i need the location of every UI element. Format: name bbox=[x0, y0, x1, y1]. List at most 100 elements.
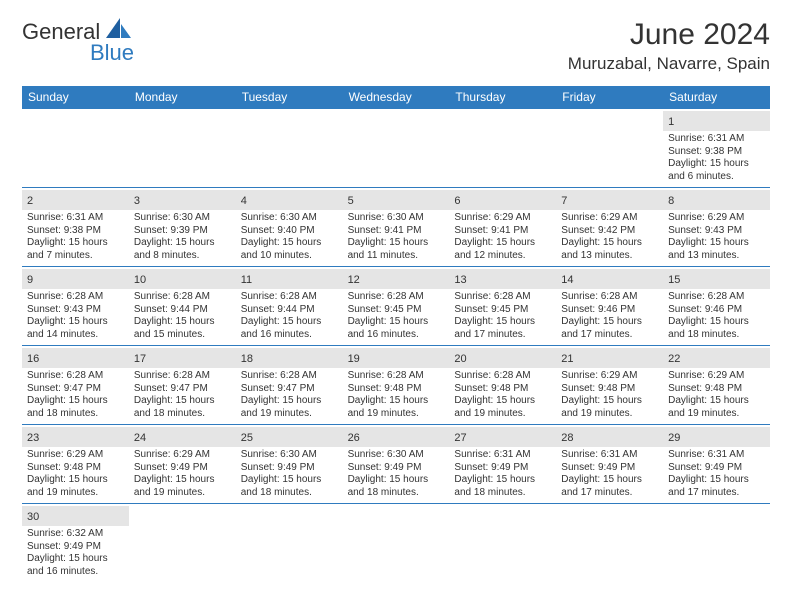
location-subtitle: Muruzabal, Navarre, Spain bbox=[568, 54, 770, 74]
weekday-header: Wednesday bbox=[343, 86, 450, 109]
day-cell: 13Sunrise: 6:28 AMSunset: 9:45 PMDayligh… bbox=[449, 267, 556, 345]
daylight-line: Daylight: 15 hours and 19 minutes. bbox=[241, 395, 339, 420]
day-cell: 3Sunrise: 6:30 AMSunset: 9:39 PMDaylight… bbox=[129, 188, 236, 266]
daylight-line: Daylight: 15 hours and 16 minutes. bbox=[348, 316, 446, 341]
empty-day-cell bbox=[449, 504, 556, 582]
day-cell: 7Sunrise: 6:29 AMSunset: 9:42 PMDaylight… bbox=[556, 188, 663, 266]
weekday-header: Friday bbox=[556, 86, 663, 109]
day-cell: 18Sunrise: 6:28 AMSunset: 9:47 PMDayligh… bbox=[236, 346, 343, 424]
sunset-line: Sunset: 9:40 PM bbox=[241, 225, 339, 238]
day-cell: 25Sunrise: 6:30 AMSunset: 9:49 PMDayligh… bbox=[236, 425, 343, 503]
day-number-bar: 2 bbox=[22, 190, 129, 210]
day-number: 26 bbox=[348, 432, 360, 444]
day-number-bar: 7 bbox=[556, 190, 663, 210]
empty-day-cell bbox=[343, 109, 450, 187]
daylight-line: Daylight: 15 hours and 15 minutes. bbox=[134, 316, 232, 341]
logo-text-general: General bbox=[22, 19, 100, 45]
daylight-line: Daylight: 15 hours and 14 minutes. bbox=[27, 316, 125, 341]
sunset-line: Sunset: 9:41 PM bbox=[454, 225, 552, 238]
day-number-bar: 16 bbox=[22, 348, 129, 368]
logo: General Blue bbox=[22, 18, 134, 45]
calendar: SundayMondayTuesdayWednesdayThursdayFrid… bbox=[22, 86, 770, 582]
sunrise-line: Sunrise: 6:28 AM bbox=[561, 291, 659, 304]
day-cell: 23Sunrise: 6:29 AMSunset: 9:48 PMDayligh… bbox=[22, 425, 129, 503]
empty-day-cell bbox=[663, 504, 770, 582]
daylight-line: Daylight: 15 hours and 19 minutes. bbox=[27, 474, 125, 499]
day-number: 20 bbox=[454, 353, 466, 365]
sunset-line: Sunset: 9:45 PM bbox=[454, 304, 552, 317]
sunset-line: Sunset: 9:48 PM bbox=[561, 383, 659, 396]
day-cell: 10Sunrise: 6:28 AMSunset: 9:44 PMDayligh… bbox=[129, 267, 236, 345]
title-block: June 2024 Muruzabal, Navarre, Spain bbox=[568, 18, 770, 74]
day-cell: 27Sunrise: 6:31 AMSunset: 9:49 PMDayligh… bbox=[449, 425, 556, 503]
daylight-line: Daylight: 15 hours and 18 minutes. bbox=[134, 395, 232, 420]
day-number: 17 bbox=[134, 353, 146, 365]
weekday-header: Sunday bbox=[22, 86, 129, 109]
sunrise-line: Sunrise: 6:31 AM bbox=[454, 449, 552, 462]
empty-day-cell bbox=[22, 109, 129, 187]
day-number-bar: 6 bbox=[449, 190, 556, 210]
day-number-bar: 30 bbox=[22, 506, 129, 526]
daylight-line: Daylight: 15 hours and 18 minutes. bbox=[348, 474, 446, 499]
daylight-line: Daylight: 15 hours and 12 minutes. bbox=[454, 237, 552, 262]
day-number: 9 bbox=[27, 274, 33, 286]
day-number-bar: 18 bbox=[236, 348, 343, 368]
daylight-line: Daylight: 15 hours and 18 minutes. bbox=[27, 395, 125, 420]
sunrise-line: Sunrise: 6:31 AM bbox=[668, 133, 766, 146]
day-cell: 8Sunrise: 6:29 AMSunset: 9:43 PMDaylight… bbox=[663, 188, 770, 266]
day-cell: 11Sunrise: 6:28 AMSunset: 9:44 PMDayligh… bbox=[236, 267, 343, 345]
day-number-bar: 28 bbox=[556, 427, 663, 447]
sunset-line: Sunset: 9:38 PM bbox=[27, 225, 125, 238]
weekday-header: Saturday bbox=[663, 86, 770, 109]
day-number-bar: 17 bbox=[129, 348, 236, 368]
day-number-bar: 11 bbox=[236, 269, 343, 289]
day-number: 14 bbox=[561, 274, 573, 286]
sunset-line: Sunset: 9:49 PM bbox=[561, 462, 659, 475]
sunset-line: Sunset: 9:49 PM bbox=[454, 462, 552, 475]
daylight-line: Daylight: 15 hours and 19 minutes. bbox=[134, 474, 232, 499]
sunset-line: Sunset: 9:39 PM bbox=[134, 225, 232, 238]
sunset-line: Sunset: 9:44 PM bbox=[134, 304, 232, 317]
sunset-line: Sunset: 9:49 PM bbox=[668, 462, 766, 475]
day-cell: 16Sunrise: 6:28 AMSunset: 9:47 PMDayligh… bbox=[22, 346, 129, 424]
day-cell: 26Sunrise: 6:30 AMSunset: 9:49 PMDayligh… bbox=[343, 425, 450, 503]
sunset-line: Sunset: 9:49 PM bbox=[134, 462, 232, 475]
day-cell: 29Sunrise: 6:31 AMSunset: 9:49 PMDayligh… bbox=[663, 425, 770, 503]
day-number-bar: 20 bbox=[449, 348, 556, 368]
sunrise-line: Sunrise: 6:28 AM bbox=[134, 291, 232, 304]
day-cell: 21Sunrise: 6:29 AMSunset: 9:48 PMDayligh… bbox=[556, 346, 663, 424]
day-cell: 17Sunrise: 6:28 AMSunset: 9:47 PMDayligh… bbox=[129, 346, 236, 424]
sunset-line: Sunset: 9:41 PM bbox=[348, 225, 446, 238]
daylight-line: Daylight: 15 hours and 17 minutes. bbox=[561, 316, 659, 341]
sunset-line: Sunset: 9:48 PM bbox=[348, 383, 446, 396]
daylight-line: Daylight: 15 hours and 18 minutes. bbox=[668, 316, 766, 341]
day-number-bar: 15 bbox=[663, 269, 770, 289]
day-cell: 1Sunrise: 6:31 AMSunset: 9:38 PMDaylight… bbox=[663, 109, 770, 187]
daylight-line: Daylight: 15 hours and 11 minutes. bbox=[348, 237, 446, 262]
day-number: 25 bbox=[241, 432, 253, 444]
daylight-line: Daylight: 15 hours and 19 minutes. bbox=[668, 395, 766, 420]
sunrise-line: Sunrise: 6:29 AM bbox=[668, 370, 766, 383]
day-number: 13 bbox=[454, 274, 466, 286]
day-number-bar: 22 bbox=[663, 348, 770, 368]
day-number: 6 bbox=[454, 195, 460, 207]
day-number-bar: 19 bbox=[343, 348, 450, 368]
daylight-line: Daylight: 15 hours and 10 minutes. bbox=[241, 237, 339, 262]
sunset-line: Sunset: 9:49 PM bbox=[27, 541, 125, 554]
day-number: 11 bbox=[241, 274, 252, 286]
daylight-line: Daylight: 15 hours and 17 minutes. bbox=[561, 474, 659, 499]
week-row: 16Sunrise: 6:28 AMSunset: 9:47 PMDayligh… bbox=[22, 346, 770, 425]
daylight-line: Daylight: 15 hours and 7 minutes. bbox=[27, 237, 125, 262]
day-number-bar: 14 bbox=[556, 269, 663, 289]
daylight-line: Daylight: 15 hours and 18 minutes. bbox=[454, 474, 552, 499]
day-number: 7 bbox=[561, 195, 567, 207]
empty-day-cell bbox=[236, 109, 343, 187]
week-row: 23Sunrise: 6:29 AMSunset: 9:48 PMDayligh… bbox=[22, 425, 770, 504]
day-cell: 4Sunrise: 6:30 AMSunset: 9:40 PMDaylight… bbox=[236, 188, 343, 266]
daylight-line: Daylight: 15 hours and 17 minutes. bbox=[668, 474, 766, 499]
day-number-bar: 21 bbox=[556, 348, 663, 368]
sunrise-line: Sunrise: 6:29 AM bbox=[27, 449, 125, 462]
empty-day-cell bbox=[236, 504, 343, 582]
daylight-line: Daylight: 15 hours and 8 minutes. bbox=[134, 237, 232, 262]
day-number: 23 bbox=[27, 432, 39, 444]
